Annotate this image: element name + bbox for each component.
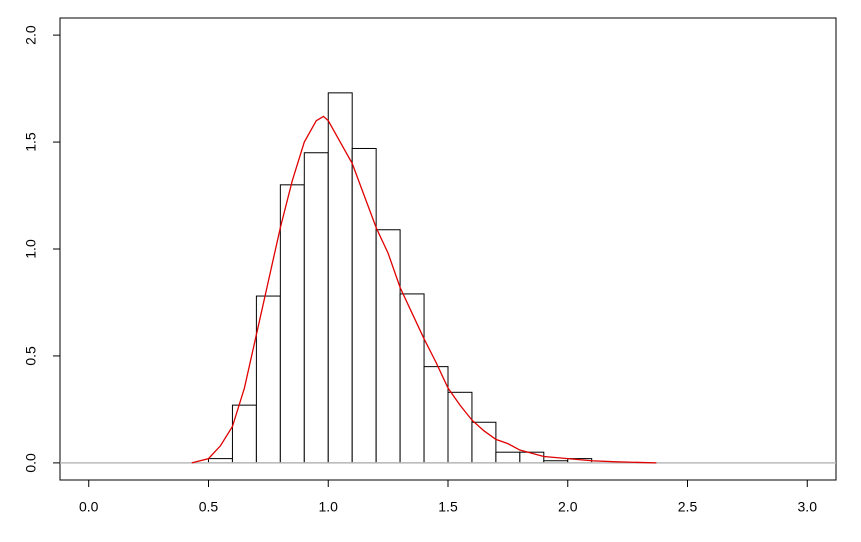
histogram-bar: [447, 391, 473, 464]
y-tick-label: 1.5: [23, 132, 39, 152]
y-tick-label: 2.0: [23, 25, 39, 45]
x-tick-label: 3.0: [798, 499, 818, 515]
x-tick-label: 2.0: [558, 499, 578, 515]
histogram-bar: [327, 92, 353, 464]
histogram-bar: [471, 421, 497, 464]
histogram-bar: [399, 293, 425, 464]
density-curve: [191, 115, 657, 464]
y-tick-label: 0.0: [23, 453, 39, 473]
y-tick-label: 1.0: [23, 239, 39, 259]
x-tick-label: 0.5: [199, 499, 219, 515]
x-tick-label: 1.5: [438, 499, 458, 515]
y-tick-label: 0.5: [23, 346, 39, 366]
histogram-bar: [303, 152, 329, 464]
x-tick-label: 0.0: [79, 499, 99, 515]
histogram-bar: [495, 451, 521, 464]
x-tick-label: 2.5: [678, 499, 698, 515]
histogram-bar: [375, 229, 401, 464]
histogram-bar: [279, 184, 305, 464]
x-tick-label: 1.0: [319, 499, 339, 515]
